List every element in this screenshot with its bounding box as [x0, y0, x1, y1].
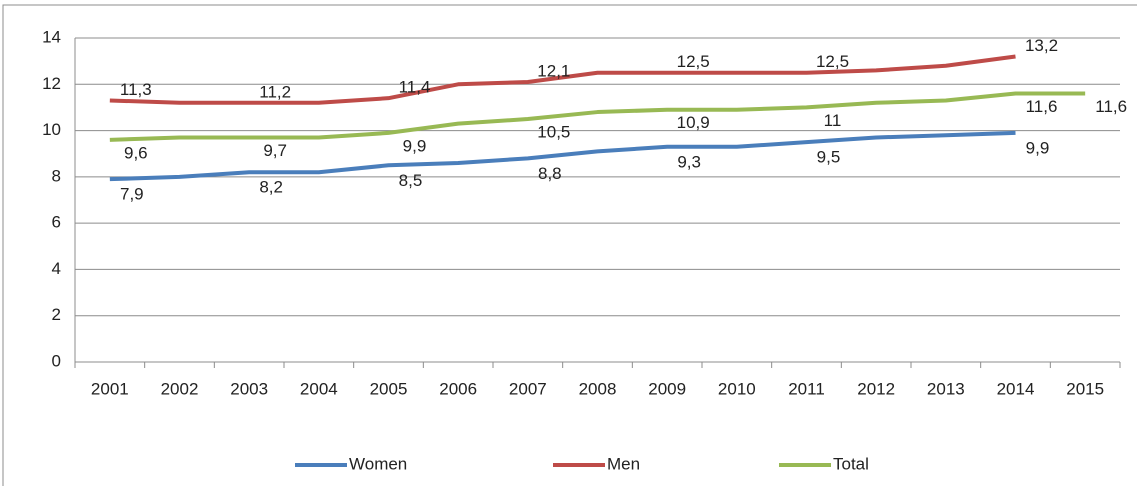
y-tick-label: 6 [52, 213, 61, 232]
value-label: 11,2 [259, 82, 291, 101]
y-tick-label: 8 [52, 166, 61, 185]
value-label: 11 [824, 111, 842, 130]
value-label: 13,2 [1025, 36, 1058, 55]
line-series [109, 91, 1086, 142]
x-tick-label: 2003 [230, 379, 268, 398]
x-tick-label: 2014 [997, 379, 1035, 398]
value-label: 11,3 [120, 80, 152, 99]
x-tick-label: 2004 [300, 379, 338, 398]
value-label: 9,6 [124, 143, 148, 162]
value-label: 11,6 [1026, 97, 1058, 116]
value-label: 10,5 [537, 122, 570, 141]
legend-label: Men [607, 454, 640, 473]
value-label: 9,7 [263, 141, 287, 160]
value-label: 12,5 [677, 52, 710, 71]
y-tick-label: 4 [52, 259, 61, 278]
value-label: 9,9 [403, 136, 427, 155]
y-tick-label: 0 [52, 351, 61, 370]
value-label: 7,9 [120, 185, 144, 204]
legend-label: Total [833, 454, 869, 473]
line-series [109, 54, 1016, 105]
value-label: 9,3 [677, 152, 701, 171]
x-tick-label: 2008 [579, 379, 617, 398]
value-label: 11,6 [1095, 97, 1127, 116]
value-label: 10,9 [677, 113, 710, 132]
x-tick-label: 2010 [718, 379, 756, 398]
x-tick-label: 2012 [857, 379, 895, 398]
x-tick-label: 2015 [1066, 379, 1104, 398]
x-tick-label: 2002 [161, 379, 199, 398]
value-label: 12,1 [537, 61, 570, 80]
x-tick-label: 2001 [91, 379, 129, 398]
y-tick-label: 10 [42, 120, 61, 139]
x-tick-label: 2006 [439, 379, 477, 398]
value-label: 8,2 [259, 178, 283, 197]
x-tick-label: 2009 [648, 379, 686, 398]
x-tick-label: 2007 [509, 379, 547, 398]
value-label: 9,5 [817, 148, 841, 167]
y-tick-label: 14 [42, 27, 61, 46]
value-label: 9,9 [1026, 138, 1050, 157]
y-tick-label: 12 [42, 74, 61, 93]
value-label: 8,5 [399, 171, 423, 190]
legend-label: Women [349, 454, 407, 473]
x-tick-label: 2013 [927, 379, 965, 398]
value-label: 11,4 [399, 78, 431, 97]
x-tick-label: 2011 [788, 379, 825, 398]
value-label: 12,5 [816, 52, 849, 71]
value-label: 8,8 [538, 164, 562, 183]
y-tick-label: 2 [52, 305, 61, 324]
chart-frame [2, 4, 1137, 486]
x-tick-label: 2005 [370, 379, 408, 398]
line-series [109, 130, 1016, 182]
